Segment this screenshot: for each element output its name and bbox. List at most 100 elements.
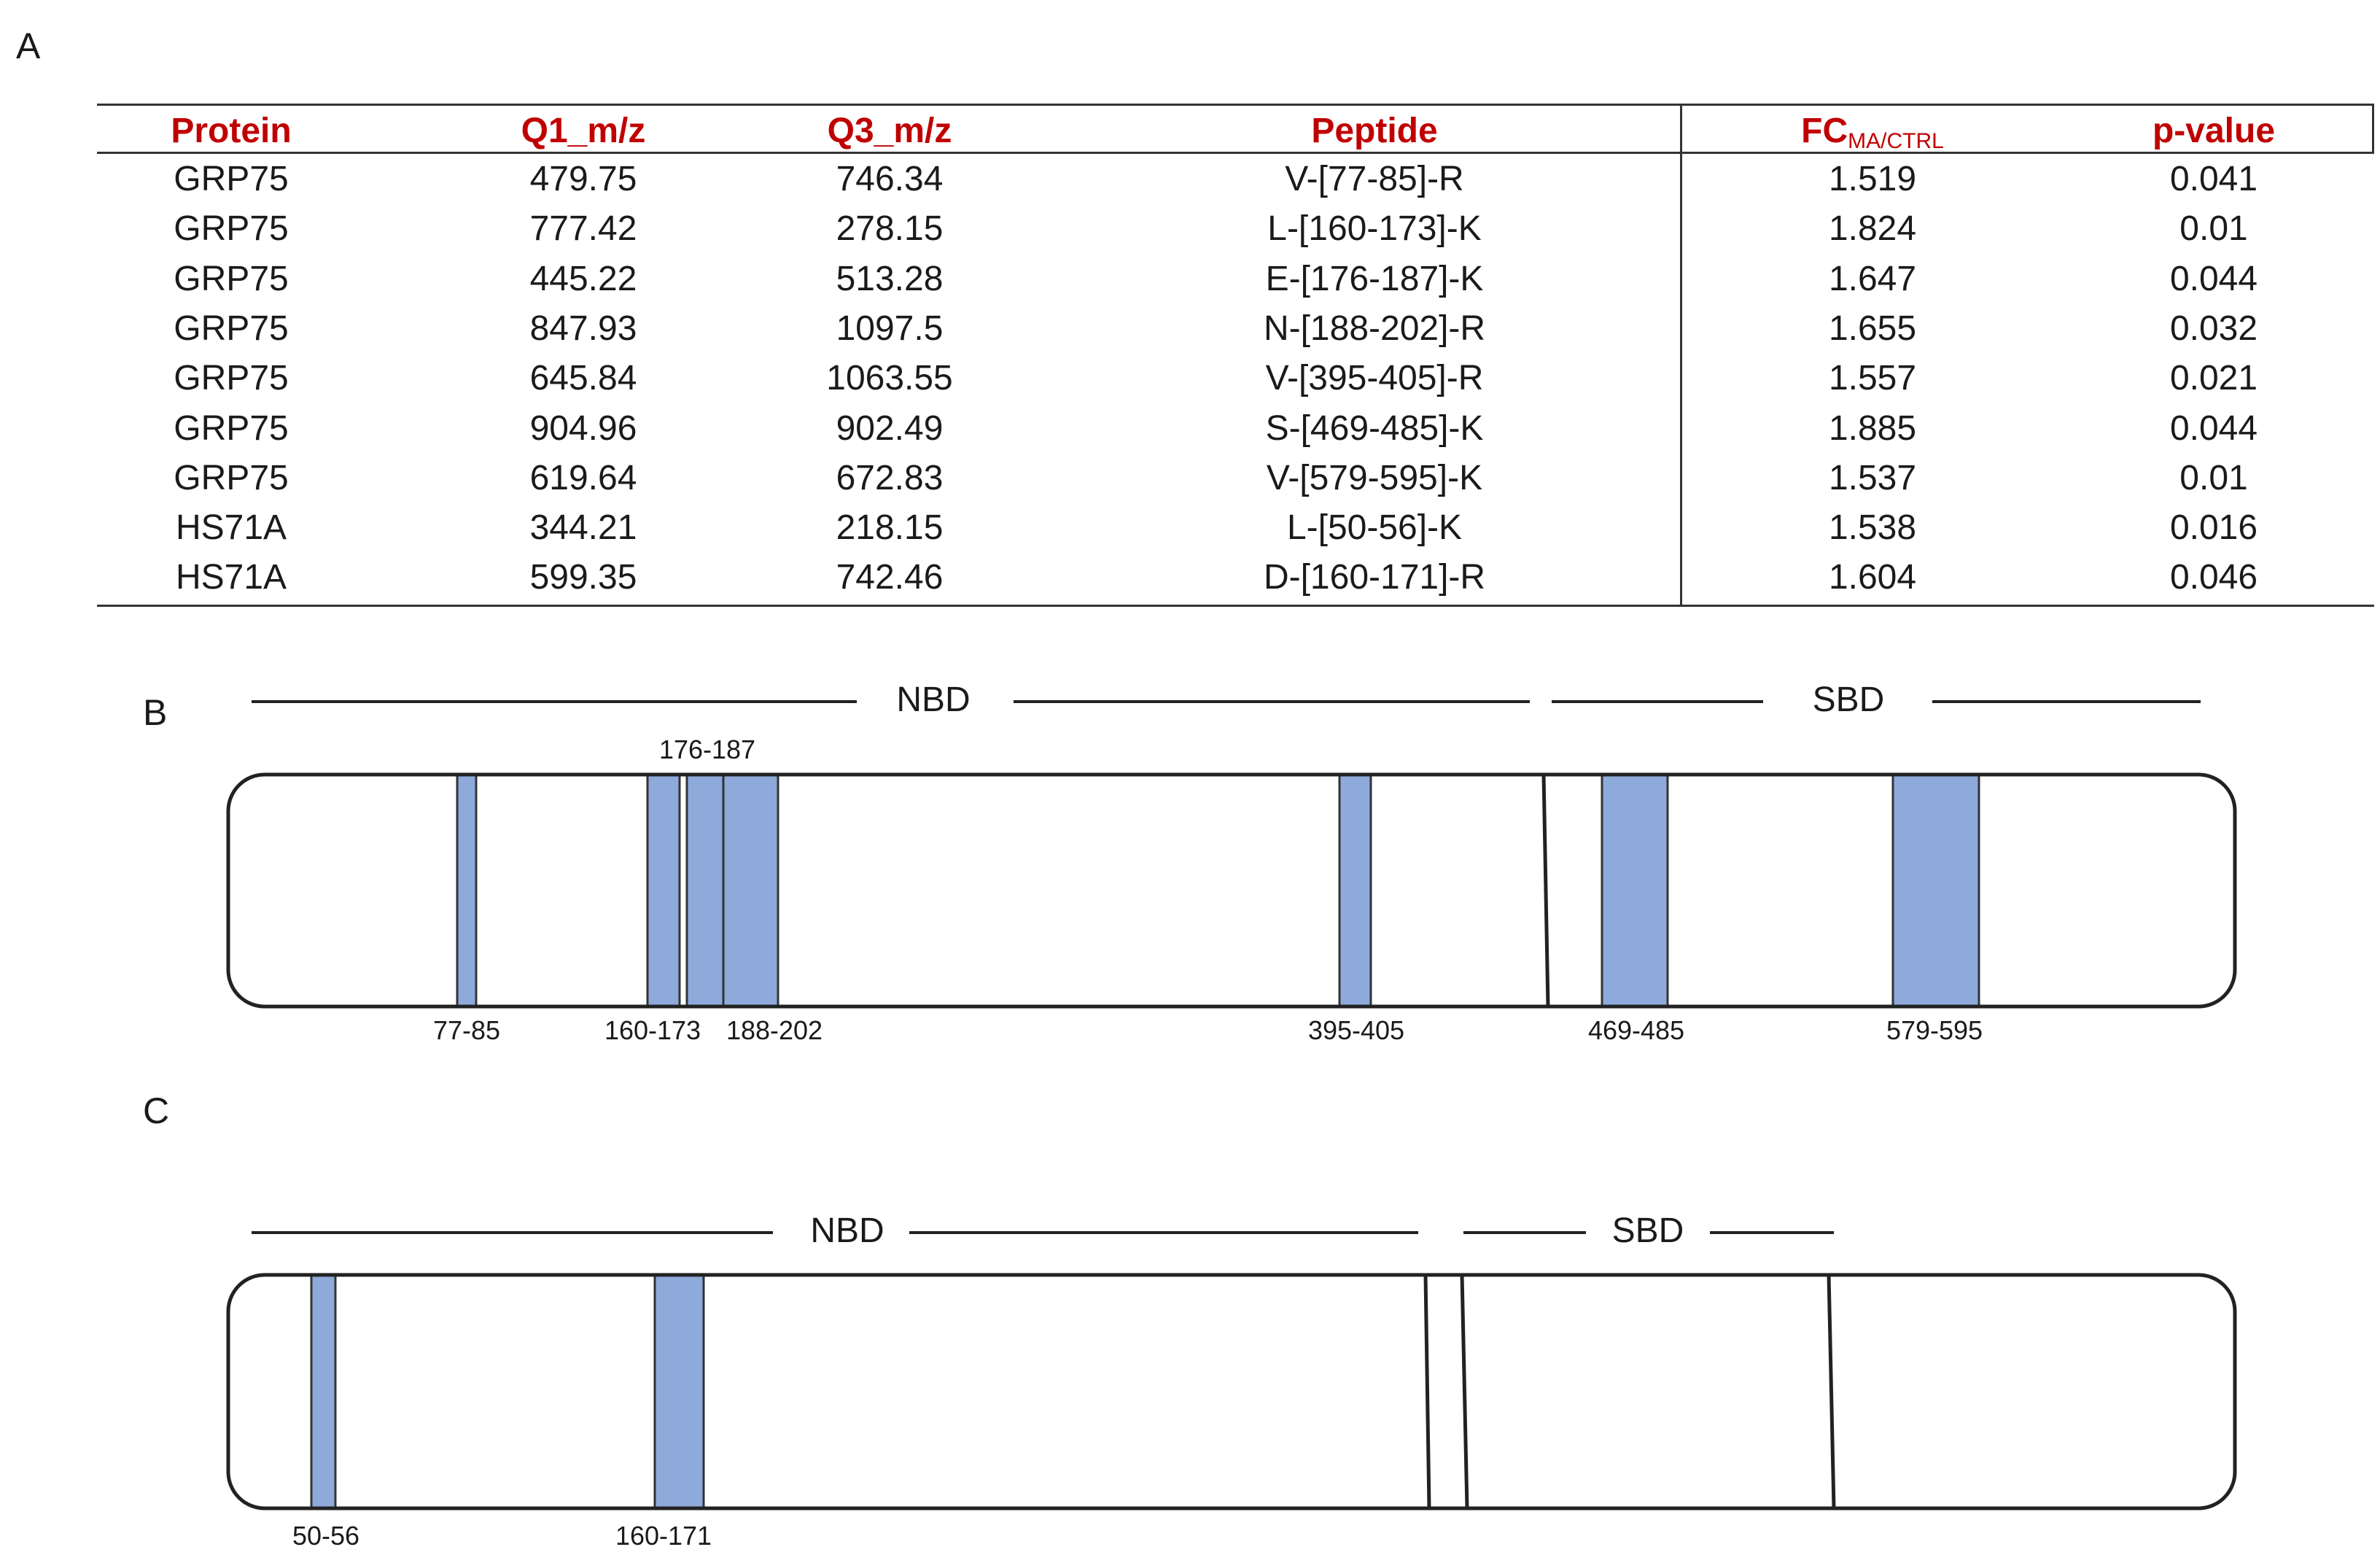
cell-protein: GRP75 [174,309,289,348]
cell-protein: GRP75 [174,259,289,298]
header-fold-change: FCMA/CTRL [1801,114,1944,152]
peptide-band-176-187 [685,773,725,1008]
peptide-band-579-595 [1891,773,1980,1008]
header-protein: Protein [171,112,292,150]
table-column-divider [1680,104,1682,607]
cell-q3: 1063.55 [826,359,953,398]
cell-fc: 1.519 [1828,160,1917,198]
table-top-rule [97,104,2374,106]
cell-peptide: V-[77-85]-R [1285,160,1464,198]
header-q1: Q1_m/z [521,112,646,150]
cell-fc: 1.885 [1828,408,1917,448]
cell-q1: 645.84 [529,359,637,398]
cell-protein: HS71A [175,508,287,548]
cell-pvalue: 0.01 [2179,209,2248,249]
nbd-label-c: NBD [810,1211,884,1250]
cell-peptide: L-[160-173]-K [1267,209,1482,249]
cell-pvalue: 0.021 [2169,359,2258,398]
header-fc-main: FC [1801,112,1848,150]
cell-peptide: L-[50-56]-K [1286,508,1463,548]
cell-q3: 513.28 [836,259,944,298]
label-395-405: 395-405 [1308,1015,1404,1045]
sbd-label-c: SBD [1612,1211,1684,1250]
peptide-band-160-171 [653,1273,705,1510]
cell-protein: GRP75 [174,458,289,497]
cell-pvalue: 0.046 [2169,558,2258,597]
label-188-202: 188-202 [726,1015,822,1045]
cell-peptide: V-[579-595]-K [1266,458,1483,497]
cell-peptide: N-[188-202]-R [1263,309,1486,348]
cell-protein: GRP75 [174,160,289,198]
cell-pvalue: 0.01 [2179,458,2248,497]
label-579-595: 579-595 [1886,1015,1983,1045]
label-160-173: 160-173 [604,1015,701,1045]
cell-q1: 619.64 [529,458,637,497]
cell-q3: 218.15 [836,508,944,548]
domain-boundary-c3 [1827,1274,1836,1509]
header-pvalue: p-value [2152,112,2276,150]
cell-q1: 599.35 [529,558,637,597]
peptide-band-77-85 [456,773,478,1008]
panel-label-b: B [143,692,168,733]
cell-protein: GRP75 [174,359,289,398]
cell-q1: 847.93 [529,309,637,348]
cell-q1: 777.42 [529,209,637,249]
cell-q1: 904.96 [529,408,637,448]
cell-q1: 344.21 [529,508,637,548]
label-176-187: 176-187 [659,734,755,764]
label-50-56: 50-56 [292,1521,359,1551]
peptide-band-50-56 [310,1273,337,1510]
cell-fc: 1.604 [1828,558,1917,597]
table-header-rule [97,152,2374,154]
peptide-band-160-173 [646,773,681,1008]
cell-fc: 1.537 [1828,458,1917,497]
cell-peptide: S-[469-485]-K [1265,408,1484,448]
diagram-c: NBD SBD 50-56 160-171 [226,1211,2237,1551]
header-q3: Q3_m/z [827,112,952,150]
domain-boundary-b [1541,774,1550,1007]
cell-protein: GRP75 [174,408,289,448]
cell-fc: 1.824 [1828,209,1917,249]
cell-pvalue: 0.041 [2169,160,2258,198]
cell-q1: 445.22 [529,259,637,298]
cell-pvalue: 0.016 [2169,508,2258,548]
cell-peptide: D-[160-171]-R [1263,558,1486,597]
cell-q3: 278.15 [836,209,944,249]
peptide-table: Protein Q1_m/z Q3_m/z Peptide FCMA/CTRL … [97,104,2374,607]
label-77-85: 77-85 [433,1015,500,1045]
nbd-label-b: NBD [896,680,970,719]
cell-pvalue: 0.044 [2169,259,2258,298]
label-160-171: 160-171 [615,1521,712,1551]
cell-q3: 742.46 [836,558,944,597]
peptide-band-469-485 [1601,773,1669,1008]
peptide-band-188-202 [722,773,779,1008]
sbd-label-b: SBD [1813,680,1885,719]
cell-q3: 746.34 [836,160,944,198]
cell-q1: 479.75 [529,160,637,198]
panel-label-c: C [143,1090,170,1131]
cell-peptide: V-[395-405]-R [1265,359,1484,398]
cell-fc: 1.557 [1828,359,1917,398]
cell-q3: 672.83 [836,458,944,497]
cell-q3: 1097.5 [836,309,944,348]
label-469-485: 469-485 [1588,1015,1684,1045]
domain-boundary-c2 [1460,1274,1469,1509]
table-bottom-rule [97,605,2374,607]
cell-fc: 1.647 [1828,259,1917,298]
header-peptide: Peptide [1311,112,1438,150]
protein-outline-b [226,772,2237,1009]
table-right-rule [2372,104,2374,154]
cell-peptide: E-[176-187]-K [1265,259,1484,298]
diagram-b: NBD SBD 77-85 176-187 160-173 188-202 39… [226,680,2237,1045]
panel-label-a: A [16,26,41,66]
protein-outline-c [226,1273,2237,1510]
cell-q3: 902.49 [836,408,944,448]
cell-fc: 1.538 [1828,508,1917,548]
cell-protein: GRP75 [174,209,289,249]
domain-boundary-c1 [1423,1274,1431,1509]
cell-fc: 1.655 [1828,309,1917,348]
cell-pvalue: 0.032 [2169,309,2258,348]
header-fc-subscript: MA/CTRL [1848,129,1944,153]
cell-pvalue: 0.044 [2169,408,2258,448]
